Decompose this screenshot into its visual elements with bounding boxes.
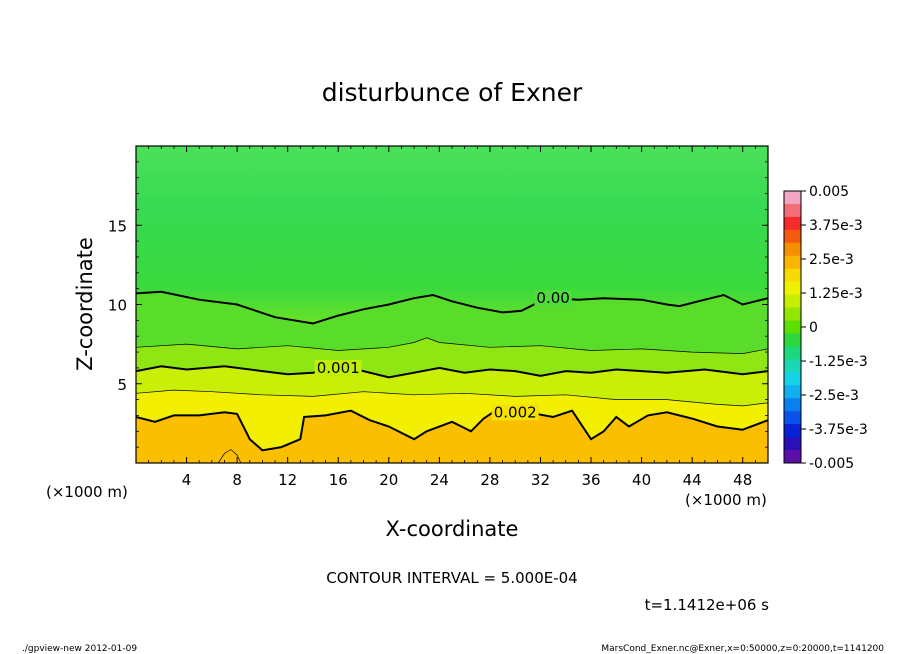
colorbar-segment [784,255,801,270]
colorbar-segment [784,398,801,412]
colorbar-label: -0.005 [809,456,854,472]
x-tick-label: 8 [232,471,242,489]
plot-area [136,146,768,463]
x-tick-label: 48 [733,471,752,489]
x-tick-label: 44 [683,471,702,489]
contour-labels: 0.00 0.001 0.002 [314,289,572,421]
contour-line-1 [136,365,768,379]
colorbar-segment [784,216,801,231]
thin-contour-line-0 [136,337,768,354]
thin-contour-line-1 [136,389,768,407]
field-bands [136,291,768,463]
x-tick-label: 40 [632,471,651,489]
contour-label-bg-1 [314,359,362,376]
colorbar-segment [784,320,801,334]
footer-left: ./gpview-new 2012-01-09 [22,644,137,654]
colorbar-segment [784,450,801,464]
x-axis-title: X-coordinate [386,517,519,541]
x-axis: 4 8 12 16 20 24 28 32 36 40 44 48 [148,146,756,489]
colorbar-segment [784,411,801,425]
colorbar-segment [784,229,801,244]
colorbar-segment [784,242,801,257]
colorbar-label: 0 [809,320,818,336]
chart-title: disturbunce of Exner [322,78,583,107]
x-tick-label: 4 [182,471,192,489]
contour-interval: CONTOUR INTERVAL = 5.000E-04 [326,569,577,587]
colorbar-segment [784,281,801,296]
colorbar-label: 2.5e-3 [809,252,854,268]
x-tick-label: 12 [278,471,297,489]
colorbar-segment [784,333,801,347]
band-above-002 [136,405,768,463]
colorbar-segment [784,359,801,373]
footer-right: MarsCond_Exner.nc@Exner,x=0:50000,z=0:20… [601,644,884,654]
colorbar-label: 0.005 [809,184,849,200]
y-tick-label: 10 [108,297,127,315]
colorbar-segment [784,203,801,218]
x-tick-label: 24 [430,471,449,489]
colorbar-segment [784,385,801,399]
contour-label-1: 0.001 [317,359,360,377]
colorbar-label: -1.25e-3 [809,354,868,370]
contour-lines [136,290,768,463]
colorbar-segment [784,307,801,322]
colorbar-segment [784,424,801,438]
colorbar: 0.005 3.75e-3 2.5e-3 1.25e-3 0 -1.25e-3 -2.5e-… [783,184,868,472]
y-tick-label: 15 [108,217,127,235]
colorbar-segment [784,268,801,283]
colorbar-segment [784,191,801,205]
contour-label-0: 0.00 [536,289,569,307]
y-axis: 5 10 15 [108,161,768,448]
colorbar-segment [784,437,801,451]
y-tick-label: 5 [117,376,127,394]
colorbar-segment [784,294,801,309]
x-tick-label: 16 [329,471,348,489]
x-unit-left: (×1000 m) [46,483,128,501]
time-label: t=1.1412e+06 s [645,596,770,614]
x-tick-label: 28 [480,471,499,489]
x-tick-label: 20 [379,471,398,489]
contour-label-2: 0.002 [494,403,537,421]
contour-label-bg-2 [491,404,539,421]
thin-contour-line-2 [217,449,242,463]
colorbar-label: 1.25e-3 [809,286,863,302]
colorbar-label: -2.5e-3 [809,388,859,404]
colorbar-segment [784,346,801,360]
contour-label-bg-0 [534,290,572,307]
contour-line-0 [136,290,768,325]
x-tick-label: 32 [531,471,550,489]
colorbar-label: -3.75e-3 [809,422,868,438]
contour-line-2 [136,404,768,452]
colorbar-label: 3.75e-3 [809,218,863,234]
x-unit-right: (×1000 m) [685,491,767,509]
x-tick-label: 36 [581,471,600,489]
y-axis-title: Z-coordinate [73,237,97,371]
colorbar-segment [784,372,801,386]
